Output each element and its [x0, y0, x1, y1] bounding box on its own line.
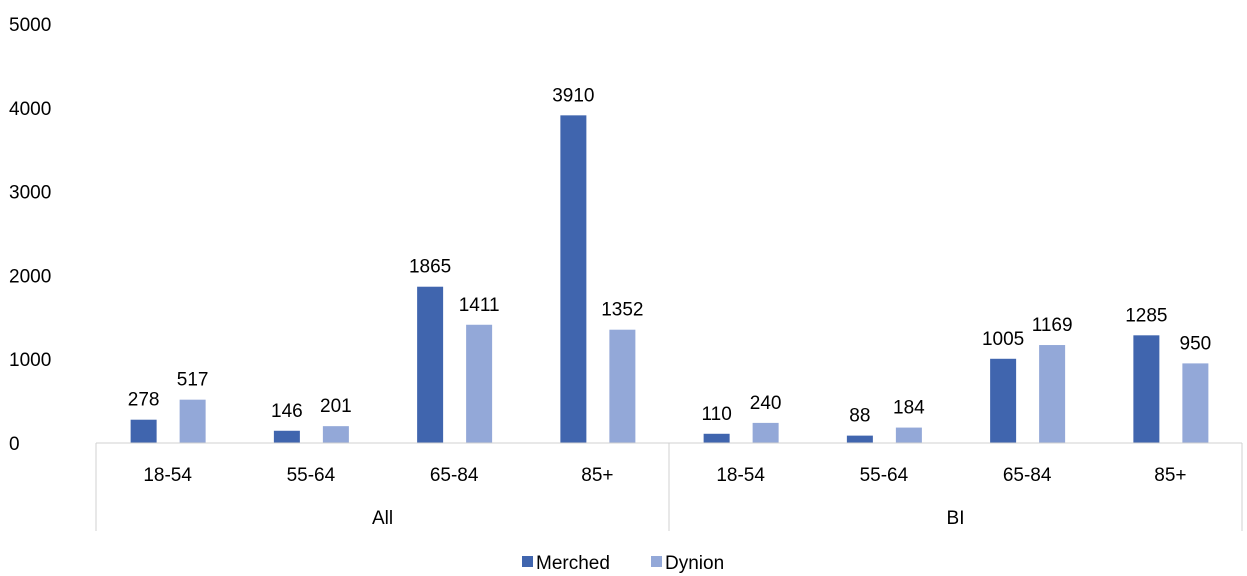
- bar-merched: [130, 419, 157, 443]
- group-label: All: [372, 508, 393, 529]
- category-label: 55-64: [287, 465, 336, 486]
- data-label: 1169: [1032, 315, 1073, 336]
- category-label: 85+: [581, 465, 613, 486]
- y-tick-label: 4000: [9, 99, 51, 120]
- data-labels: 278 146 1865 3910 110 88 1005 1285 517 201 1411 135…: [128, 85, 1211, 426]
- bar-dynion: [1182, 363, 1209, 443]
- bar-merched: [560, 115, 587, 443]
- legend-label-merched: Merched: [536, 553, 610, 574]
- bar-dynion: [466, 324, 493, 443]
- data-label: 1411: [459, 295, 500, 316]
- data-label: 110: [701, 404, 731, 425]
- bar-dynion: [609, 329, 636, 443]
- data-label: 88: [849, 406, 870, 427]
- data-label: 201: [320, 396, 352, 417]
- bar-dynion: [1039, 345, 1066, 443]
- y-tick-label: 5000: [9, 15, 51, 36]
- data-label: 240: [750, 393, 782, 414]
- bar-merched: [273, 430, 300, 443]
- data-label: 184: [893, 398, 925, 419]
- data-label: 1865: [409, 257, 451, 278]
- y-tick-label: 1000: [9, 350, 51, 371]
- data-label: 278: [128, 390, 160, 411]
- category-label: 65-84: [430, 465, 479, 486]
- bar-merched: [703, 433, 730, 443]
- y-tick-label: 0: [9, 434, 20, 455]
- bars: [130, 115, 1209, 443]
- bar-merched: [417, 286, 444, 443]
- data-label: 950: [1180, 333, 1212, 354]
- y-axis: 0 1000 2000 3000 4000 5000: [9, 15, 51, 455]
- data-label: 1005: [982, 329, 1024, 350]
- data-label: 1285: [1125, 305, 1167, 326]
- y-tick-label: 3000: [9, 183, 51, 204]
- category-label: 18-54: [143, 465, 192, 486]
- bar-dynion: [322, 426, 349, 443]
- bar-merched: [1133, 335, 1160, 443]
- legend-swatch-merched: [522, 556, 533, 567]
- legend: Merched Dynion: [522, 553, 724, 574]
- legend-label-dynion: Dynion: [665, 553, 724, 574]
- bar-dynion: [895, 427, 922, 443]
- category-label: 18-54: [716, 465, 765, 486]
- category-label: 85+: [1154, 465, 1186, 486]
- bar-dynion: [752, 422, 779, 443]
- category-label: 65-84: [1003, 465, 1052, 486]
- legend-swatch-dynion: [651, 556, 662, 567]
- data-label: 1352: [601, 300, 643, 321]
- bar-dynion: [179, 399, 206, 443]
- data-label: 517: [177, 370, 209, 391]
- bar-merched: [846, 435, 873, 443]
- category-label: 55-64: [860, 465, 909, 486]
- y-tick-label: 2000: [9, 266, 51, 287]
- data-label: 146: [271, 401, 303, 422]
- x-axis: 18-54 55-64 65-84 85+ 18-54 55-64 65-84 85+ All B…: [95, 442, 1243, 531]
- group-label: BI: [947, 508, 965, 529]
- bar-merched: [990, 358, 1017, 443]
- data-label: 3910: [552, 85, 594, 106]
